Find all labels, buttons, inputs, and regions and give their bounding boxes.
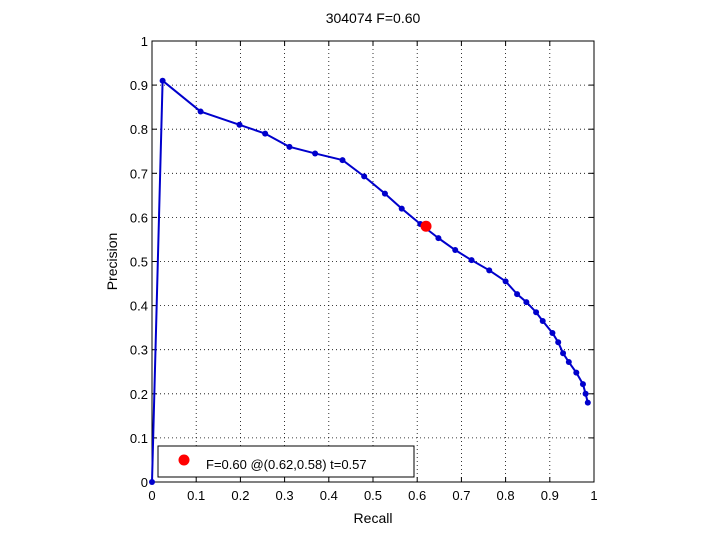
- series-point: [339, 157, 346, 164]
- series-point: [539, 318, 546, 325]
- y-tick-label: 0.9: [130, 78, 148, 93]
- x-tick-label: 0.4: [320, 488, 338, 503]
- series-point: [381, 190, 388, 197]
- x-axis-label: Recall: [354, 510, 393, 526]
- x-tick-label: 1: [590, 488, 597, 503]
- x-tick-label: 0.9: [541, 488, 559, 503]
- legend-marker: [178, 454, 190, 466]
- best-f-point: [420, 220, 432, 232]
- x-tick-label: 0.5: [364, 488, 382, 503]
- series-point: [149, 479, 155, 485]
- series-point: [286, 143, 293, 150]
- series-point: [236, 121, 243, 128]
- series-point: [533, 309, 540, 316]
- series-point: [502, 278, 509, 285]
- x-tick-label: 0.8: [497, 488, 515, 503]
- y-tick-label: 0.4: [130, 299, 148, 314]
- series-point: [549, 329, 556, 336]
- series-point: [312, 150, 319, 157]
- x-tick-label: 0.3: [276, 488, 294, 503]
- legend-box: [157, 445, 415, 478]
- series-point: [197, 108, 204, 115]
- series-point: [262, 130, 269, 137]
- x-tick-label: 0.6: [408, 488, 426, 503]
- y-tick-label: 0.8: [130, 122, 148, 137]
- y-tick-label: 0.5: [130, 255, 148, 270]
- series-point: [361, 173, 368, 180]
- series-point: [560, 350, 567, 357]
- x-tick-label: 0.7: [452, 488, 470, 503]
- series-point: [452, 247, 459, 254]
- y-tick-label: 0.6: [130, 210, 148, 225]
- series-layer: [149, 77, 591, 485]
- series-point: [523, 299, 530, 306]
- series-point: [565, 359, 572, 366]
- series-point: [159, 77, 166, 84]
- grid-lines: [152, 41, 594, 482]
- y-tick-label: 1: [141, 34, 148, 49]
- y-axis-ticks: 0 0.1 0.2 0.3 0.4 0.5 0.6 0.7 0.8 0.9 1: [130, 34, 594, 490]
- series-point: [514, 291, 521, 298]
- series-point: [555, 339, 562, 346]
- series-point: [486, 267, 493, 274]
- x-tick-label: 0.2: [231, 488, 249, 503]
- y-axis-label: Precision: [104, 233, 120, 291]
- x-tick-label: 0.1: [187, 488, 205, 503]
- series-point: [573, 369, 580, 376]
- y-tick-label: 0.1: [130, 431, 148, 446]
- series-point: [468, 257, 475, 264]
- x-tick-label: 0: [148, 488, 155, 503]
- x-axis-ticks: 0 0.1 0.2 0.3 0.4 0.5 0.6 0.7 0.8 0.9 1: [148, 41, 598, 503]
- y-tick-label: 0.2: [130, 387, 148, 402]
- series-point: [435, 235, 442, 242]
- series-point: [398, 205, 405, 212]
- series-point: [579, 381, 586, 388]
- legend: F=0.60 @(0.62,0.58) t=0.57: [157, 445, 415, 478]
- legend-label: F=0.60 @(0.62,0.58) t=0.57: [206, 457, 367, 472]
- y-tick-label: 0: [141, 475, 148, 490]
- chart-title: 304074 F=0.60: [326, 10, 421, 26]
- series-line: [151, 79, 589, 483]
- y-tick-label: 0.3: [130, 343, 148, 358]
- series-point: [584, 399, 591, 406]
- series-point: [582, 390, 589, 397]
- y-tick-label: 0.7: [130, 166, 148, 181]
